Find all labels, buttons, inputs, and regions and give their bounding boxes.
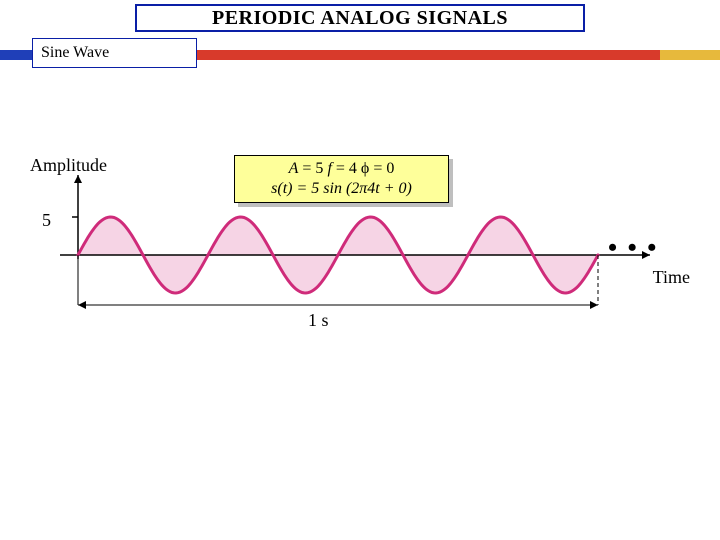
- title-bar: PERIODIC ANALOG SIGNALS: [135, 4, 585, 32]
- sine-wave-figure: A = 5 f = 4 ϕ = 0 s(t) = 5 sin (2π4t + 0…: [30, 155, 690, 375]
- page-title: PERIODIC ANALOG SIGNALS: [212, 7, 508, 30]
- accent-left: [0, 50, 32, 60]
- subtitle-text: Sine Wave: [41, 44, 109, 62]
- subtitle-box: Sine Wave: [32, 38, 197, 68]
- wave-svg: [30, 155, 690, 355]
- accent-right: [660, 50, 720, 60]
